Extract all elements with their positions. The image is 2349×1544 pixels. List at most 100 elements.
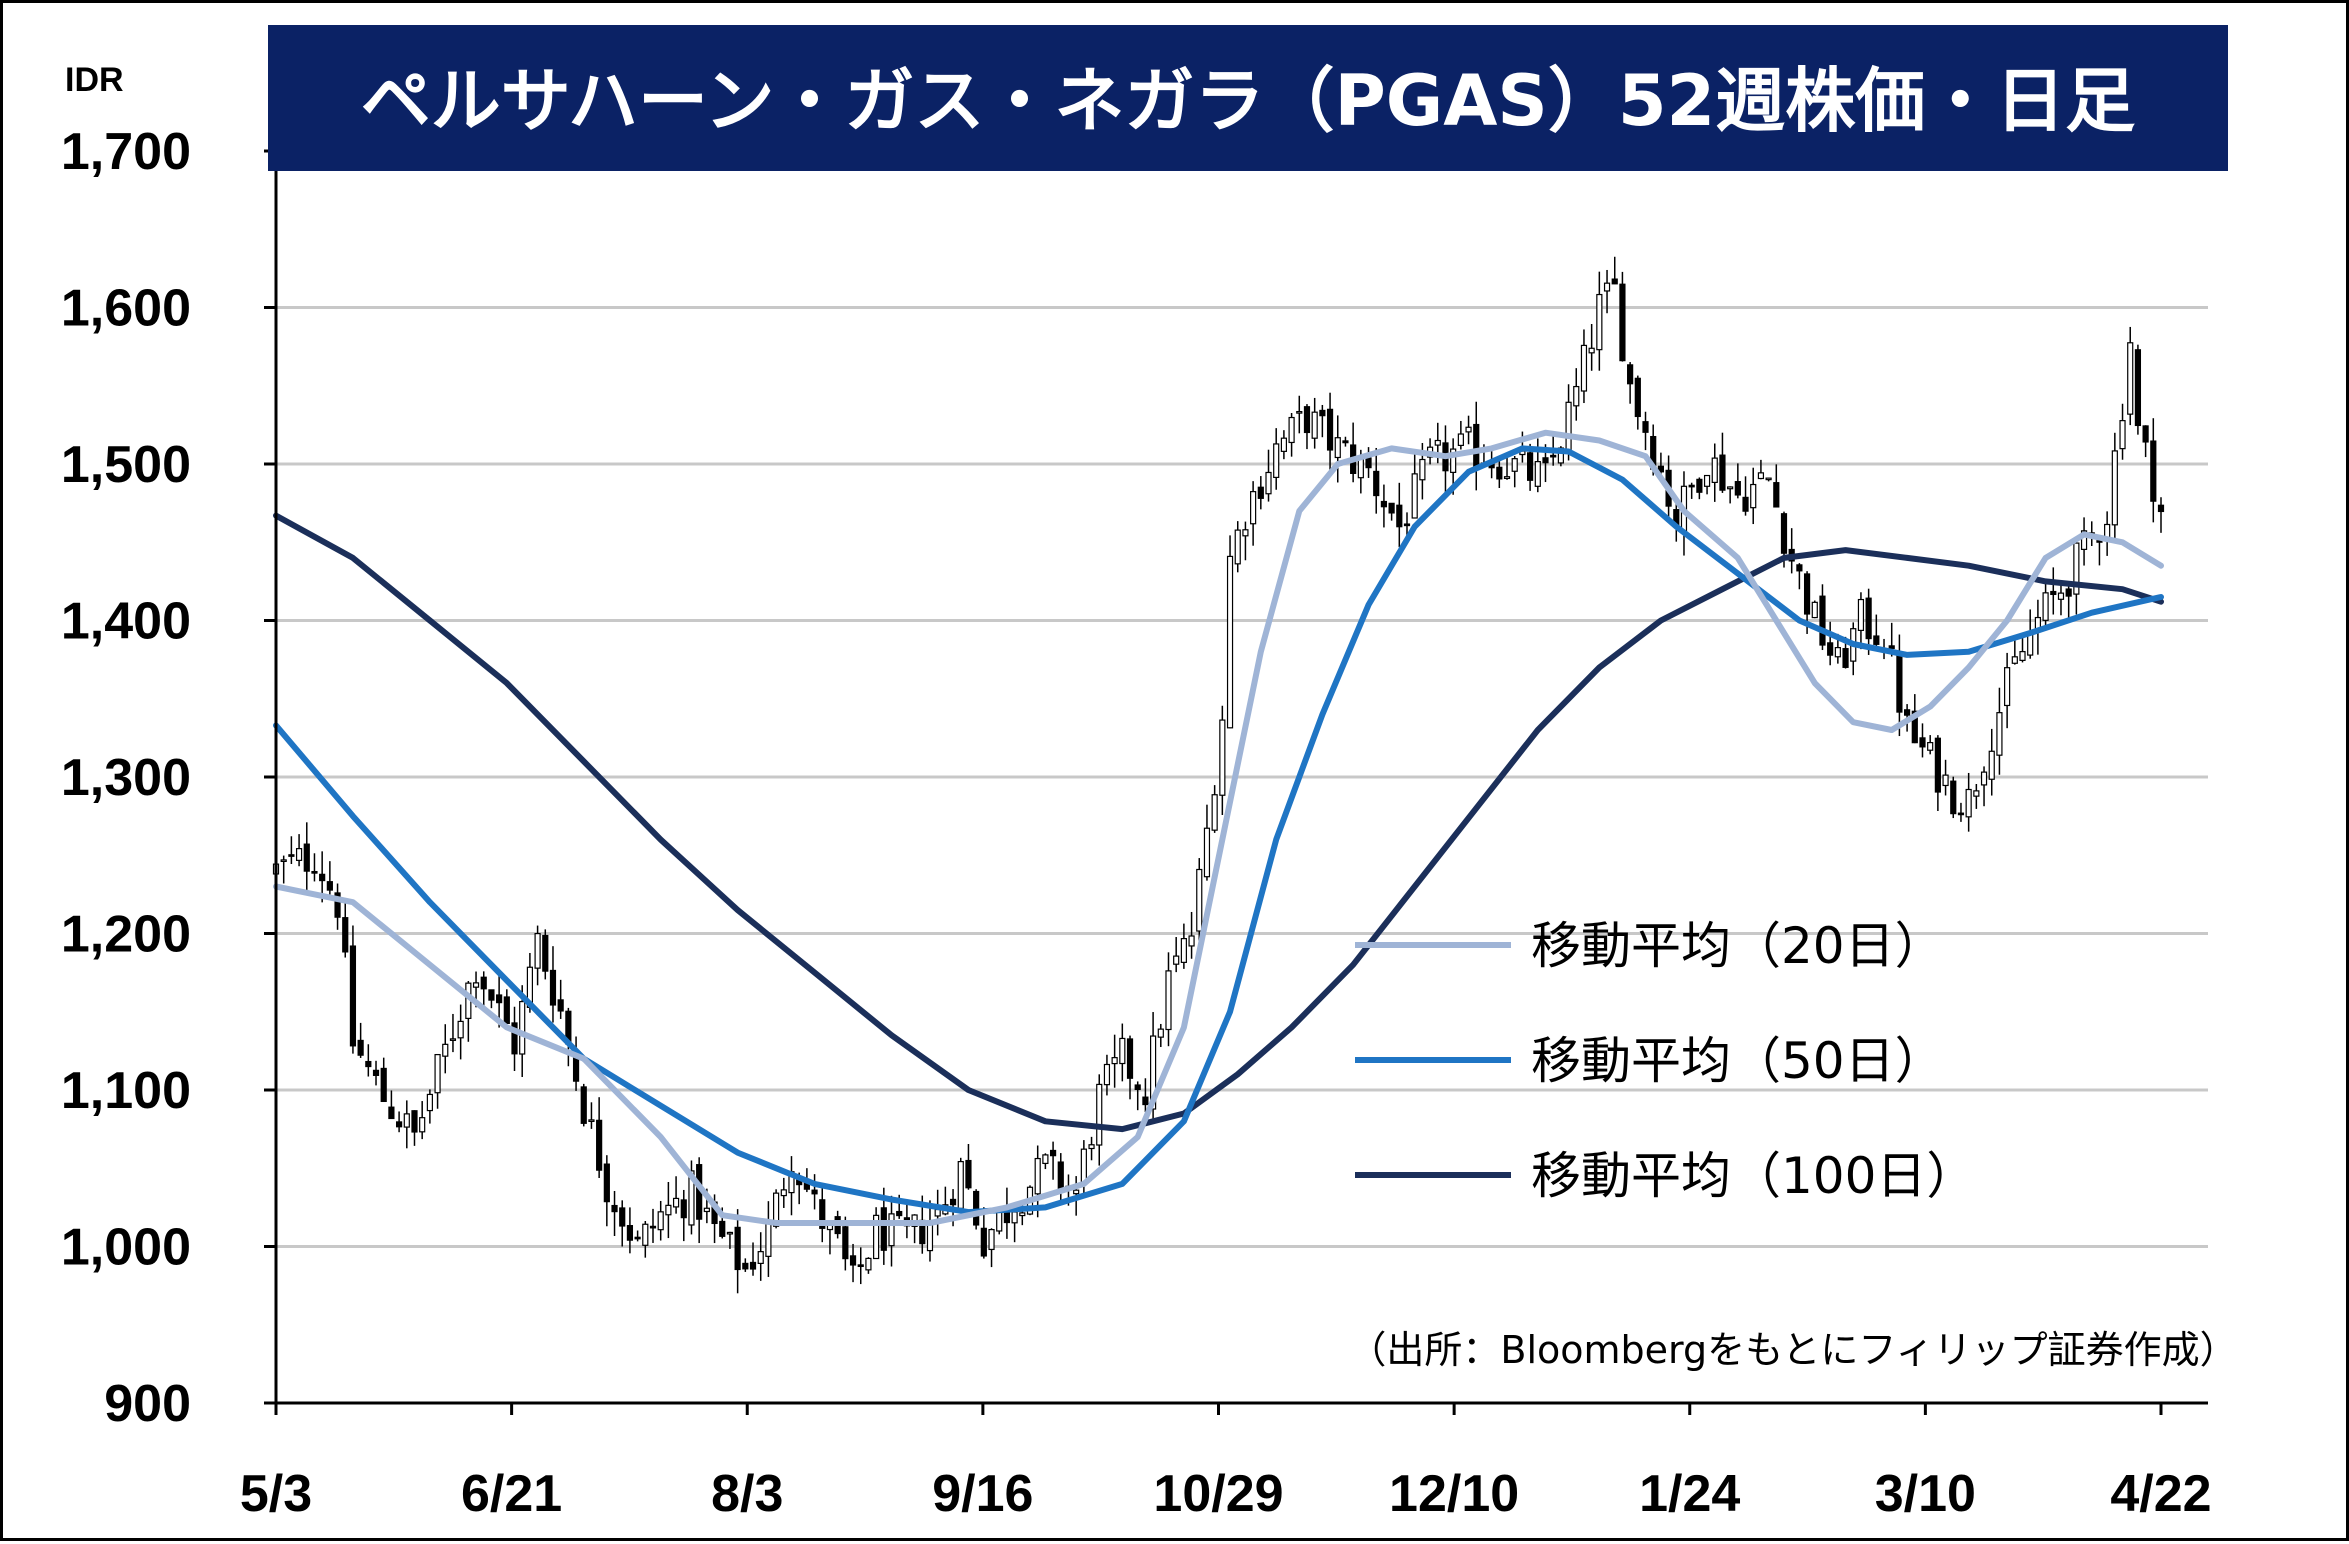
- x-tick-label: 1/24: [1639, 1465, 1740, 1523]
- candle-body-down: [611, 1204, 618, 1213]
- candle: [1573, 368, 1580, 421]
- candle-body-down: [1950, 780, 1957, 815]
- candle: [357, 1022, 364, 1058]
- candle-body-down: [619, 1207, 626, 1227]
- candle: [434, 1053, 441, 1109]
- candle-body-down: [880, 1207, 887, 1251]
- candle-body-up: [1219, 719, 1226, 796]
- candle: [1103, 1054, 1111, 1096]
- candle: [1934, 735, 1941, 812]
- candle-body-down: [1634, 377, 1641, 418]
- candle: [1165, 952, 1172, 1047]
- y-tick-label: 900: [104, 1375, 191, 1433]
- candle: [2065, 583, 2072, 621]
- candle-body-up: [642, 1223, 649, 1246]
- candle: [2134, 344, 2142, 435]
- candle: [2104, 511, 2111, 556]
- candle: [1288, 412, 1295, 457]
- y-tick-label: 1,700: [61, 123, 191, 181]
- x-tick-label: 4/22: [2110, 1465, 2211, 1523]
- candle: [572, 1036, 580, 1091]
- candle-body-up: [1596, 293, 1603, 351]
- candle-body-up: [472, 982, 480, 988]
- y-tick-label: 1,600: [61, 280, 191, 338]
- candle: [2080, 517, 2088, 566]
- candle-body-down: [1896, 653, 1903, 713]
- candle-body-up: [2019, 651, 2026, 661]
- candle-body-down: [1396, 504, 1403, 528]
- candle-body-down: [842, 1226, 849, 1260]
- candle: [926, 1200, 934, 1262]
- candle: [2127, 326, 2134, 426]
- candle-body-down: [1796, 564, 1803, 572]
- candle-body-up: [1011, 1211, 1018, 1224]
- series-line: [273, 445, 2164, 1216]
- candle-body-down: [1742, 496, 1749, 512]
- candle-body-down: [349, 945, 357, 1047]
- candle-body-up: [1250, 491, 1257, 525]
- candle-body-down: [1827, 642, 1834, 656]
- candle: [1342, 436, 1349, 447]
- candle: [1857, 592, 1865, 650]
- legend-label: 移動平均（100日）: [1531, 1147, 1976, 1205]
- candle: [465, 980, 472, 1042]
- candle-body-up: [1434, 439, 1441, 446]
- candle-body-up: [1096, 1083, 1103, 1146]
- candle-body-up: [1265, 471, 1272, 495]
- candle-body-up: [957, 1161, 964, 1209]
- candle: [1088, 1136, 1095, 1161]
- candle-body-up: [988, 1228, 995, 1251]
- candle: [1927, 735, 1934, 755]
- candle-body-down: [819, 1199, 826, 1229]
- candle: [549, 946, 557, 1023]
- candle: [334, 883, 341, 930]
- candle-body-down: [1142, 1096, 1149, 1106]
- candle-body-down: [749, 1261, 757, 1270]
- candle: [1719, 432, 1726, 493]
- candle: [619, 1200, 626, 1247]
- candle-body-down: [1773, 482, 1780, 508]
- candle: [2150, 418, 2157, 523]
- candle: [1788, 528, 1795, 574]
- legend-entry: 移動平均（100日）: [1355, 1147, 1976, 1205]
- candle: [1619, 271, 1626, 362]
- candle-body-down: [1611, 278, 1618, 285]
- candle: [1580, 329, 1588, 404]
- candle-body-down: [1326, 408, 1334, 451]
- candle-body-up: [1203, 827, 1211, 878]
- legend-label: 移動平均（20日）: [1531, 917, 1945, 975]
- candle-body-up: [2119, 420, 2126, 450]
- candle-body-down: [742, 1262, 749, 1270]
- candle: [1142, 1078, 1149, 1113]
- candle-body-down: [1803, 573, 1811, 615]
- candle-body-down: [1780, 513, 1788, 554]
- candle: [1442, 425, 1449, 495]
- candle-body-down: [1688, 484, 1695, 488]
- candle-body-down: [1865, 597, 1872, 640]
- candle-body-up: [1834, 647, 1841, 658]
- candle: [626, 1207, 634, 1254]
- candle: [372, 1060, 380, 1086]
- candle-body-up: [773, 1192, 780, 1227]
- candle: [1257, 476, 1264, 510]
- candle: [1688, 482, 1695, 499]
- candle-body-up: [780, 1189, 787, 1197]
- x-tick-label: 10/29: [1153, 1465, 1283, 1523]
- candle-body-up: [1226, 555, 1234, 729]
- candle-body-up: [449, 1038, 457, 1041]
- candle: [1657, 452, 1664, 477]
- candle: [542, 929, 549, 980]
- candle: [1319, 404, 1326, 438]
- candle: [1765, 477, 1772, 482]
- candle-body-down: [680, 1199, 687, 1219]
- candle: [1980, 766, 1988, 807]
- candle-body-up: [419, 1117, 426, 1133]
- candle: [511, 1006, 518, 1071]
- candle: [1173, 937, 1180, 973]
- candle-body-down: [1527, 452, 1534, 481]
- candle: [849, 1243, 857, 1283]
- candle: [1049, 1141, 1057, 1180]
- candle: [1080, 1140, 1087, 1197]
- candle: [1919, 723, 1926, 758]
- candle: [311, 853, 318, 882]
